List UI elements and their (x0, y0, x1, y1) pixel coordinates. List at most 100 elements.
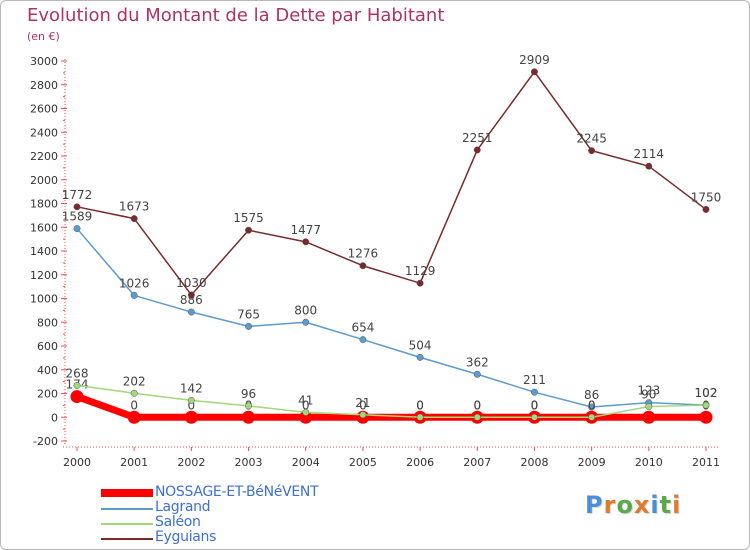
data-label: 1026 (119, 276, 150, 290)
data-label: 0 (130, 398, 138, 412)
data-label: 0 (531, 398, 539, 412)
data-point (645, 162, 653, 170)
data-point (130, 389, 138, 397)
data-point (359, 262, 367, 270)
y-tick-label: 1400 (30, 245, 58, 258)
x-tick-label: 2005 (349, 456, 377, 469)
data-point (531, 388, 538, 396)
legend-label: NOSSAGE-ET-BéNéVENT (155, 484, 319, 500)
y-tick-label: 400 (37, 364, 58, 377)
data-label: 654 (351, 321, 374, 335)
y-tick-label: 600 (37, 340, 58, 353)
data-label: 41 (298, 393, 313, 407)
data-label: 886 (180, 293, 203, 307)
data-label: 1575 (233, 211, 264, 225)
x-tick-label: 2001 (120, 456, 148, 469)
data-point (242, 410, 256, 424)
data-point (187, 291, 195, 299)
y-tick-label: 2600 (30, 103, 58, 116)
x-tick-label: 2011 (692, 456, 720, 469)
y-tick-label: 2000 (30, 174, 58, 187)
x-tick-label: 2000 (63, 456, 91, 469)
data-point (473, 413, 481, 421)
data-label: 202 (123, 374, 146, 388)
y-tick-label: 2200 (30, 150, 58, 163)
x-tick-label: 2008 (520, 456, 548, 469)
data-point (531, 68, 538, 76)
data-label: 96 (241, 387, 256, 401)
y-tick-label: 800 (37, 316, 58, 329)
data-label: 0 (359, 398, 367, 412)
data-point (130, 215, 138, 223)
data-label: 800 (294, 303, 317, 317)
y-tick-label: 200 (37, 388, 58, 401)
data-point (702, 401, 710, 409)
y-tick-label: -200 (33, 435, 58, 448)
data-label: 0 (188, 398, 196, 412)
y-tick-label: 1800 (30, 198, 58, 211)
series-line (76, 384, 707, 418)
data-point (588, 413, 596, 421)
data-label: 102 (695, 386, 718, 400)
data-label: 504 (409, 338, 432, 352)
chart-subtitle: (en €) (27, 30, 60, 43)
legend-swatch (101, 538, 153, 540)
data-label: 0 (588, 398, 596, 412)
legend-swatch (101, 489, 153, 497)
data-point (73, 203, 81, 211)
data-point (645, 403, 653, 411)
data-label: 90 (641, 388, 656, 402)
data-point (416, 353, 424, 361)
legend-label: Lagrand (155, 499, 211, 515)
data-label: 2909 (519, 53, 550, 67)
data-label: 102 (695, 386, 718, 400)
data-point (702, 205, 710, 213)
data-label: 1030 (176, 276, 207, 290)
data-label: 765 (237, 307, 260, 321)
data-label: 211 (523, 373, 546, 387)
x-tick-label: 2009 (578, 456, 606, 469)
data-label: 362 (466, 355, 489, 369)
data-point (184, 410, 198, 424)
data-label: 0 (416, 398, 424, 412)
data-point (187, 396, 195, 404)
data-point (245, 322, 252, 330)
data-label: 1750 (691, 190, 722, 204)
data-label: 86 (584, 388, 599, 402)
y-tick-label: 0 (51, 411, 58, 424)
data-point (187, 308, 195, 316)
chart-title: Evolution du Montant de la Dette par Hab… (27, 5, 445, 26)
proxiti-logo: Proxiti (585, 491, 682, 519)
y-tick-label: 1200 (30, 269, 58, 282)
data-label: 21 (355, 396, 370, 410)
legend-label: Saléon (155, 514, 201, 530)
data-point (531, 413, 538, 421)
data-point (359, 411, 367, 419)
data-point (127, 410, 141, 424)
data-label: 1477 (290, 223, 321, 237)
data-label: 1589 (62, 210, 93, 224)
data-label: 0 (531, 398, 539, 412)
data-point (302, 318, 310, 326)
data-label: 0 (302, 398, 310, 412)
y-tick-label: 3000 (30, 55, 58, 68)
x-tick-label: 2007 (463, 456, 491, 469)
x-tick-label: 2010 (635, 456, 663, 469)
data-point (130, 291, 138, 299)
data-label: 142 (180, 381, 203, 395)
data-label: 0 (473, 398, 481, 412)
data-point (642, 410, 656, 424)
x-tick-label: 2006 (406, 456, 434, 469)
data-label: 268 (66, 366, 89, 380)
data-point (588, 147, 596, 155)
data-point (699, 410, 713, 424)
series-line (76, 71, 707, 296)
data-point (245, 226, 252, 234)
legend-label: Eyguians (155, 529, 217, 545)
legend-swatch (101, 523, 153, 525)
data-point (245, 402, 252, 410)
data-point (359, 336, 367, 344)
data-point (299, 410, 313, 424)
